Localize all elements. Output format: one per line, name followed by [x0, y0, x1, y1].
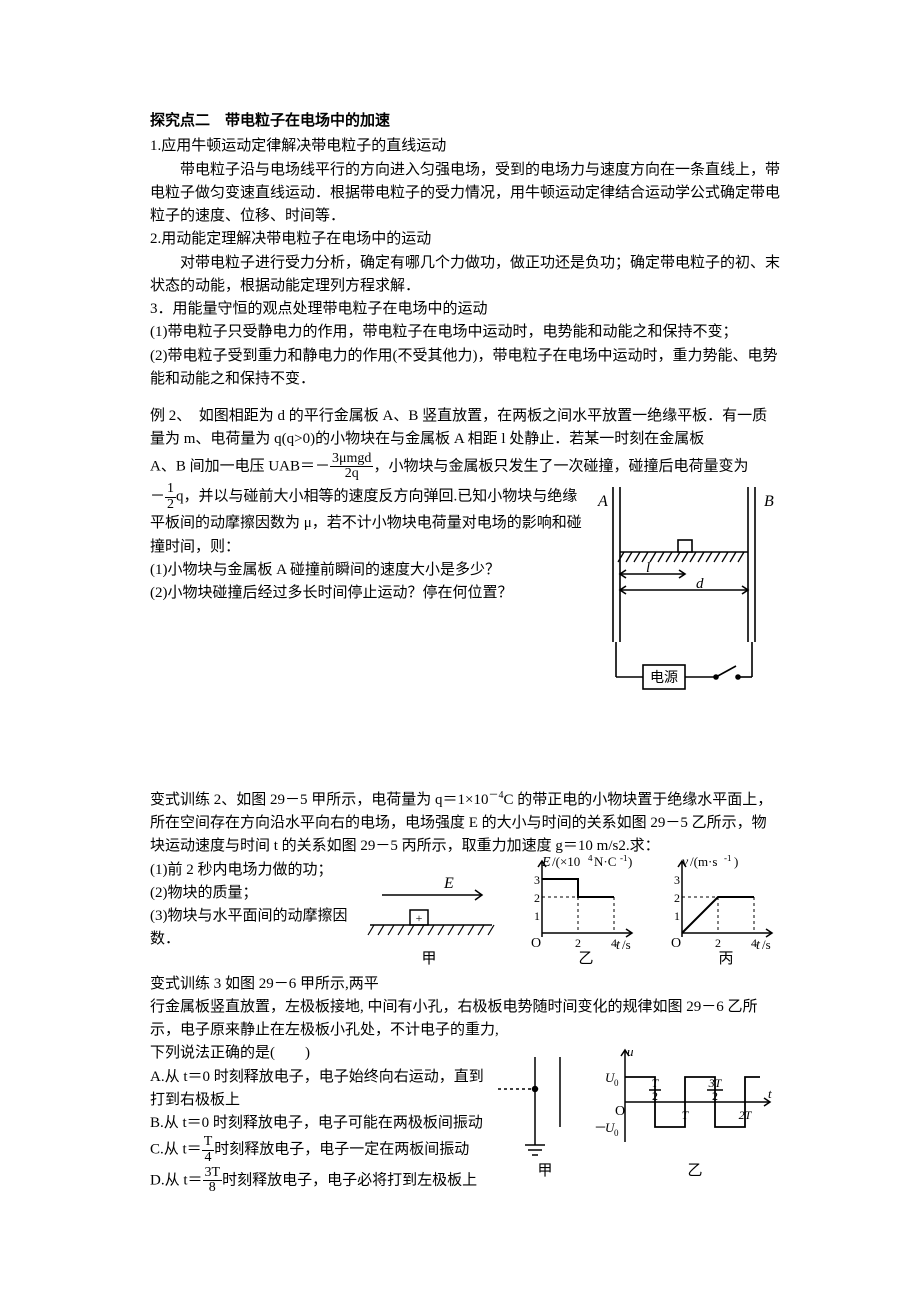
svg-text:E: E: [541, 855, 551, 870]
svg-text:/s: /s: [762, 937, 771, 952]
svg-text:2T: 2T: [739, 1108, 753, 1122]
label-d: d: [696, 576, 704, 592]
svg-text:-1: -1: [620, 855, 628, 863]
p1-title: 1.应用牛顿运动定律解决带电粒子的直线运动: [150, 135, 780, 158]
svg-text:3: 3: [534, 873, 540, 887]
label-l: l: [646, 560, 650, 576]
ex2-uab: A、B 间加一电压 UAB＝－3μmgd2q，小物块与金属板只发生了一次碰撞，碰…: [150, 452, 780, 482]
uab-fraction: 3μmgd2q: [330, 452, 373, 482]
svg-text:0: 0: [614, 1128, 619, 1138]
svg-text:2: 2: [715, 936, 721, 950]
svg-text:t: t: [616, 938, 621, 953]
svg-text:-1: -1: [724, 855, 732, 863]
svg-text:v: v: [682, 855, 689, 870]
svg-text:E: E: [443, 875, 454, 892]
svg-text:2: 2: [674, 891, 680, 905]
svg-text:乙: 乙: [687, 1163, 702, 1179]
svg-text:4: 4: [588, 855, 593, 863]
svg-text:/s: /s: [622, 937, 631, 952]
svg-text:): ): [628, 855, 632, 869]
svg-text:3T: 3T: [708, 1076, 723, 1090]
svg-text:丙: 丙: [718, 951, 733, 967]
svg-text:t: t: [756, 938, 761, 953]
ex2-line1: 例 2、 如图相距为 d 的平行金属板 A、B 竖直放置，在两板之间水平放置一绝…: [150, 405, 780, 452]
label-A: A: [597, 493, 608, 510]
p1-body: 带电粒子沿与电场线平行的方向进入匀强电场，受到的电场力与速度方向在一条直线上，带…: [150, 159, 780, 229]
svg-text:1: 1: [674, 909, 680, 923]
svg-text:3: 3: [674, 873, 680, 887]
svg-text:乙: 乙: [578, 951, 593, 967]
label-B: B: [764, 493, 774, 510]
svg-text:0: 0: [614, 1078, 619, 1088]
vt3-line1: 变式训练 3 如图 29－6 甲所示,两平: [150, 973, 780, 996]
svg-text:甲: 甲: [537, 1163, 552, 1179]
svg-text:O: O: [671, 936, 681, 951]
svg-text:/(×10: /(×10: [552, 855, 580, 869]
half-fraction: 12: [165, 482, 176, 512]
vt3-figure: 甲 U0 －U0 O: [490, 1042, 780, 1182]
p2-title: 2.用动能定理解决带电粒子在电场中的运动: [150, 228, 780, 251]
p2-body: 对带电粒子进行受力分析，确定有哪几个力做功，做正功还是负功；确定带电粒子的初、末…: [150, 252, 780, 299]
svg-text:2: 2: [534, 891, 540, 905]
svg-text:2: 2: [575, 936, 581, 950]
svg-text:T: T: [682, 1108, 690, 1122]
svg-text:1: 1: [534, 909, 540, 923]
svg-text:2: 2: [652, 1089, 658, 1103]
p3-line1: (1)带电粒子只受静电力的作用，带电粒子在电场中运动时，电势能和动能之和保持不变…: [150, 321, 780, 344]
svg-text:2: 2: [712, 1089, 718, 1103]
svg-text:甲: 甲: [421, 951, 436, 967]
3T8-fraction: 3T8: [203, 1166, 223, 1196]
T4-fraction: T4: [202, 1135, 215, 1165]
svg-text:/(m·s: /(m·s: [690, 855, 717, 869]
vt2-figure: E + 甲: [362, 855, 780, 973]
svg-text:): ): [734, 855, 738, 869]
svg-text:+: +: [416, 911, 423, 925]
svg-text:O: O: [615, 1104, 625, 1119]
label-source: 电源: [650, 670, 678, 686]
vt3-line1b: 行金属板竖直放置，左极板接地, 中间有小孔，右极板电势随时间变化的规律如图 29…: [150, 996, 780, 1043]
vt2-title: 变式训练 2、如图 29－5 甲所示，电荷量为 q＝1×10－4C 的带正电的小…: [150, 788, 780, 859]
p3-title: 3．用能量守恒的观点处理带电粒子在电场中的运动: [150, 298, 780, 321]
svg-text:t: t: [768, 1086, 772, 1101]
section-heading: 探究点二 带电粒子在电场中的加速: [150, 110, 780, 133]
ex2-figure: A B l d 电源: [588, 482, 780, 692]
p3-line2: (2)带电粒子受到重力和静电力的作用(不受其他力)，带电粒子在电场中运动时，重力…: [150, 345, 780, 392]
svg-text:O: O: [531, 936, 541, 951]
svg-text:u: u: [627, 1044, 634, 1059]
svg-text:N·C: N·C: [594, 855, 616, 869]
svg-text:T: T: [652, 1076, 660, 1090]
